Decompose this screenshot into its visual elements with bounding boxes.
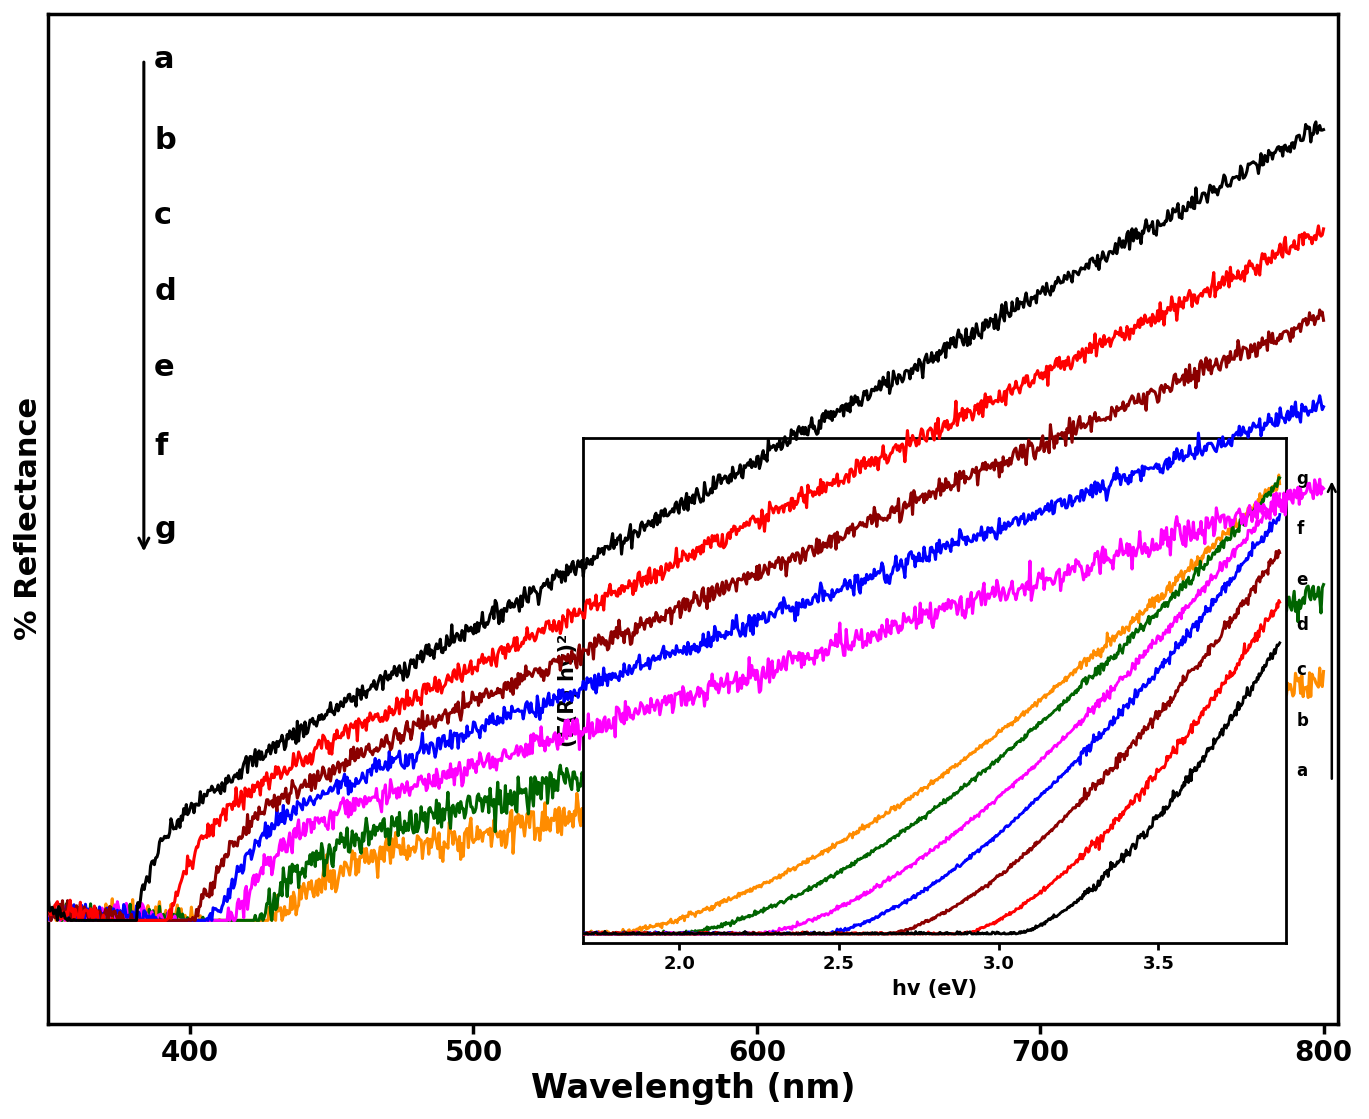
- Text: e: e: [155, 352, 175, 382]
- Text: b: b: [155, 125, 175, 154]
- Text: g: g: [155, 515, 175, 544]
- Text: a: a: [155, 45, 175, 74]
- X-axis label: Wavelength (nm): Wavelength (nm): [531, 1072, 856, 1106]
- Text: f: f: [155, 432, 167, 461]
- Text: d: d: [155, 278, 175, 307]
- Text: c: c: [155, 201, 172, 231]
- Y-axis label: % Reflectance: % Reflectance: [14, 397, 42, 640]
